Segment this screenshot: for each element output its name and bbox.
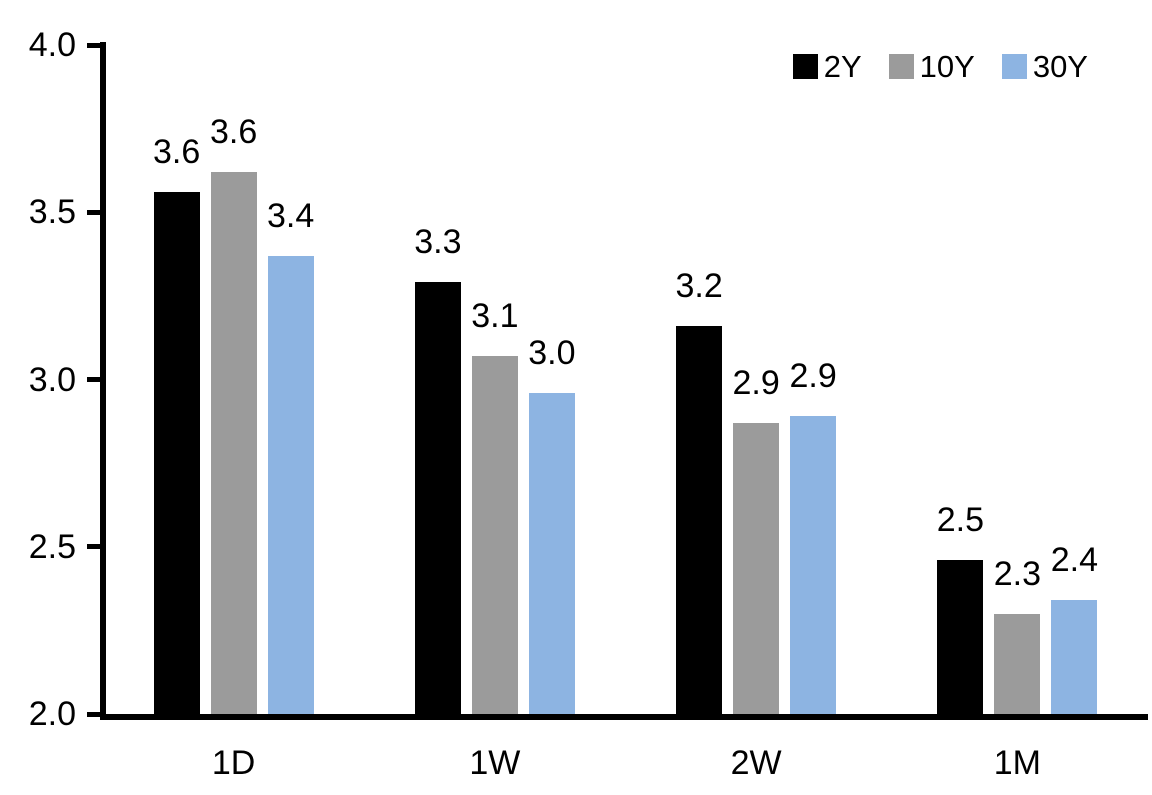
bar-2y-1d [153,192,200,714]
legend-label: 2Y [823,49,862,84]
data-label-10y-1d: 3.6 [209,113,258,152]
legend-label: 30Y [1032,49,1088,84]
legend-item-10y: 10Y [888,49,975,84]
y-axis-tick-label: 2.5 [28,527,76,566]
legend-swatch-icon [1001,54,1027,79]
data-label-10y-1w: 3.1 [471,297,519,336]
y-axis-tick [87,544,101,550]
x-axis-label-2w: 2W [730,744,782,782]
bar-30y-1w [528,392,575,714]
data-label-30y-1m: 2.4 [1050,541,1098,580]
y-axis-tick-label: 4.0 [28,26,76,64]
bar-10y-2w [733,422,780,714]
legend-swatch-icon [888,54,914,79]
data-label-2y-1m: 2.5 [936,501,984,540]
bar-30y-1d [267,255,314,714]
bar-10y-1m [994,613,1041,714]
bar-10y-1d [210,172,257,714]
y-axis-tick-label: 3.5 [28,193,76,232]
chart-legend: 2Y 10Y 30Y [792,49,1088,84]
data-label-10y-2w: 2.9 [732,363,780,402]
data-label-10y-1m: 2.3 [993,554,1041,593]
legend-item-2y: 2Y [792,49,862,84]
legend-swatch-icon [792,54,818,79]
y-axis-tick-label: 2.0 [28,695,76,733]
y-axis-tick [87,711,101,717]
data-label-2y-2w: 3.2 [675,266,723,305]
legend-label: 10Y [919,49,975,84]
data-label-2y-1d: 3.6 [152,133,201,172]
x-axis-label-1m: 1M [993,744,1041,782]
legend-item-30y: 30Y [1001,49,1088,84]
y-axis-tick-label: 3.0 [28,360,76,399]
data-label-30y-1w: 3.0 [528,333,576,372]
x-axis-label-1w: 1W [469,744,521,782]
bar-2y-2w [676,325,723,714]
y-axis-tick [87,42,101,48]
bar-2y-1m [937,560,984,714]
data-label-2y-1w: 3.3 [414,223,462,262]
y-axis-tick [87,377,101,382]
bar-30y-2w [790,416,837,714]
y-axis-tick [87,209,101,215]
y-axis-line [100,42,106,720]
bar-30y-1m [1051,600,1098,714]
bar-2y-1w [414,282,461,714]
x-axis-line [100,714,1148,720]
bar-10y-1w [471,356,518,714]
data-label-30y-2w: 2.9 [789,357,837,396]
data-label-30y-1d: 3.4 [266,196,315,235]
x-axis-label-1d: 1D [211,744,256,782]
